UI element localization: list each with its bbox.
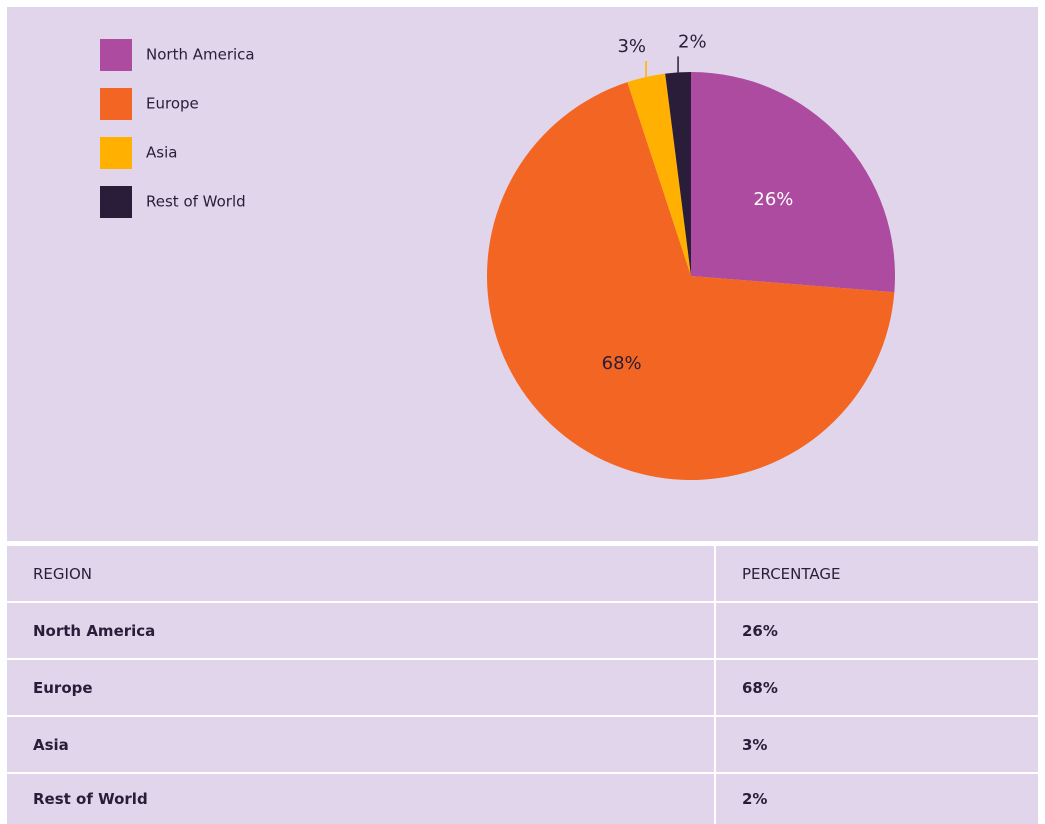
table-cell: 2%: [716, 774, 1038, 824]
pie-slice: [627, 73, 691, 276]
table-cell: Asia: [7, 717, 714, 772]
table-cell: REGION: [7, 546, 714, 601]
legend-swatch: [100, 39, 132, 71]
table-cell: 3%: [716, 717, 1038, 772]
data-label: 2%: [678, 31, 707, 52]
legend-label: Rest of World: [146, 193, 246, 211]
legend-label: Asia: [146, 144, 177, 162]
pie-slice: [665, 72, 691, 276]
table-cell: PERCENTAGE: [716, 546, 1038, 601]
legend-swatch: [100, 186, 132, 218]
table-cell: 68%: [716, 660, 1038, 715]
chart: North America Europe Asia Rest of World 26% 6…: [100, 31, 895, 481]
pie-slice: [691, 72, 895, 293]
legend-label: Europe: [146, 95, 199, 113]
table-cell: 26%: [716, 603, 1038, 658]
table-cell: Rest of World: [7, 774, 714, 824]
pie-slice: [487, 82, 895, 481]
data-label: 26%: [753, 189, 793, 210]
legend-label: North America: [146, 46, 255, 64]
table-cell: Europe: [7, 660, 714, 715]
data-label: 68%: [602, 353, 642, 374]
legend-swatch: [100, 88, 132, 120]
legend-swatch: [100, 137, 132, 169]
table-cell: North America: [7, 603, 714, 658]
data-label: 3%: [617, 36, 646, 57]
